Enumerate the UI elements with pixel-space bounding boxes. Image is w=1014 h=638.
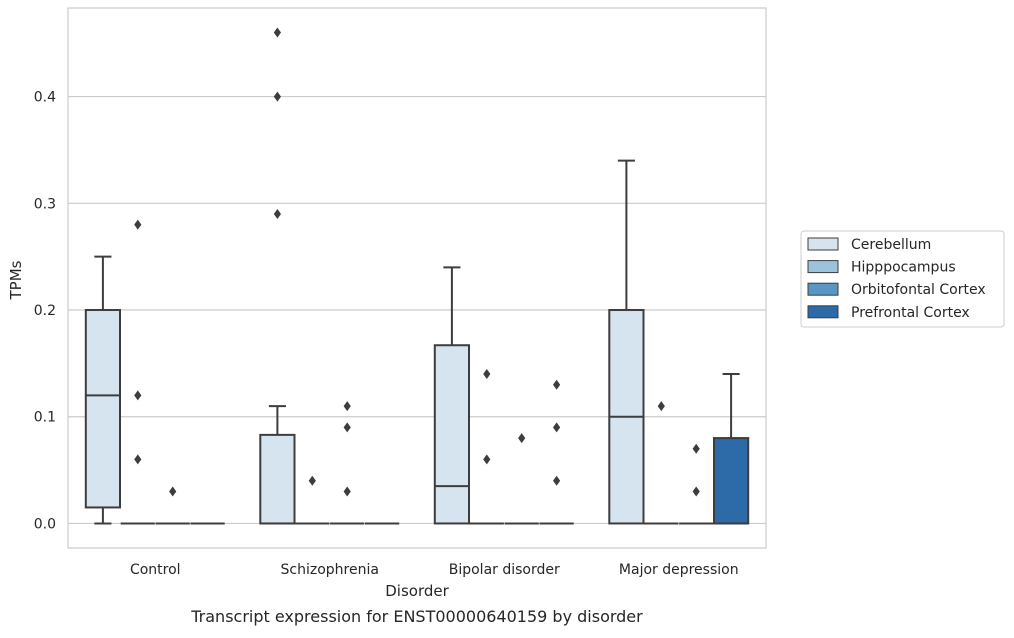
box-iqr — [84, 309, 122, 509]
legend-swatch — [807, 305, 839, 319]
outlier-point — [553, 422, 561, 433]
box-iqr — [259, 433, 296, 525]
legend: Cerebellum Hipppocampus Orbitofontal Corte… — [800, 230, 1005, 328]
outlier-point — [692, 443, 700, 454]
plot-frame — [67, 7, 767, 549]
legend-label: Cerebellum — [851, 237, 931, 253]
y-tick-labels: 0.0 0.1 0.2 0.3 0.4 — [34, 90, 56, 533]
x-axis-label: Disorder — [385, 582, 449, 600]
y-tick-label: 0.4 — [34, 90, 56, 106]
x-tick-label: Major depression — [619, 562, 739, 578]
outlier-point — [343, 486, 351, 497]
y-tick-label: 0.1 — [34, 410, 56, 426]
legend-swatch — [807, 237, 839, 251]
outlier-point — [657, 401, 665, 412]
outlier-point — [518, 433, 526, 444]
x-tick-label: Control — [130, 562, 181, 578]
box-orbitofontal-cortex — [679, 443, 714, 525]
legend-swatch — [807, 260, 839, 274]
outlier-point — [483, 369, 491, 380]
box-iqr — [712, 437, 750, 525]
box-iqr — [433, 344, 471, 525]
outlier-point — [273, 91, 281, 102]
box-cerebellum — [84, 255, 122, 525]
x-tick-label: Bipolar disorder — [449, 562, 560, 578]
box-hipppocampus — [120, 219, 155, 525]
outlier-point — [553, 475, 561, 486]
box-hipppocampus — [644, 401, 679, 525]
legend-label: Prefrontal Cortex — [851, 305, 970, 321]
y-tick-label: 0.0 — [34, 516, 56, 532]
legend-swatch — [807, 282, 839, 296]
legend-label: Hipppocampus — [851, 260, 956, 276]
y-tick-label: 0.3 — [34, 196, 56, 212]
box-prefrontal-cortex — [712, 373, 750, 525]
x-tick-label: Schizophrenia — [281, 562, 379, 578]
box-orbitofontal-cortex — [155, 486, 190, 525]
box-prefrontal-cortex — [539, 379, 574, 525]
outlier-point — [308, 475, 316, 486]
outlier-point — [483, 454, 491, 465]
outlier-point — [692, 486, 700, 497]
outlier-point — [343, 422, 351, 433]
box-cerebellum — [608, 159, 645, 525]
legend-label: Orbitofontal Cortex — [851, 282, 986, 298]
legend-frame — [800, 230, 1005, 328]
outlier-point — [273, 27, 281, 38]
box-series — [84, 27, 750, 525]
outlier-point — [553, 379, 561, 390]
box-hipppocampus — [469, 369, 504, 525]
box-cerebellum — [433, 266, 471, 525]
outlier-point — [169, 486, 177, 497]
outlier-point — [134, 219, 142, 230]
y-axis-label: TPMs — [7, 260, 25, 300]
box-orbitofontal-cortex — [330, 401, 365, 525]
box-cerebellum — [259, 27, 296, 525]
grid-lines — [68, 95, 766, 525]
x-tick-labels: Control Schizophrenia Bipolar disorder Majo… — [130, 562, 739, 578]
figure-caption: Transcript expression for ENST0000064015… — [190, 607, 643, 626]
box-orbitofontal-cortex — [504, 433, 539, 525]
outlier-point — [343, 401, 351, 412]
outlier-point — [134, 454, 142, 465]
y-tick-label: 0.2 — [34, 303, 56, 319]
box-hipppocampus — [295, 475, 330, 525]
outlier-point — [273, 208, 281, 219]
outlier-point — [134, 390, 142, 401]
